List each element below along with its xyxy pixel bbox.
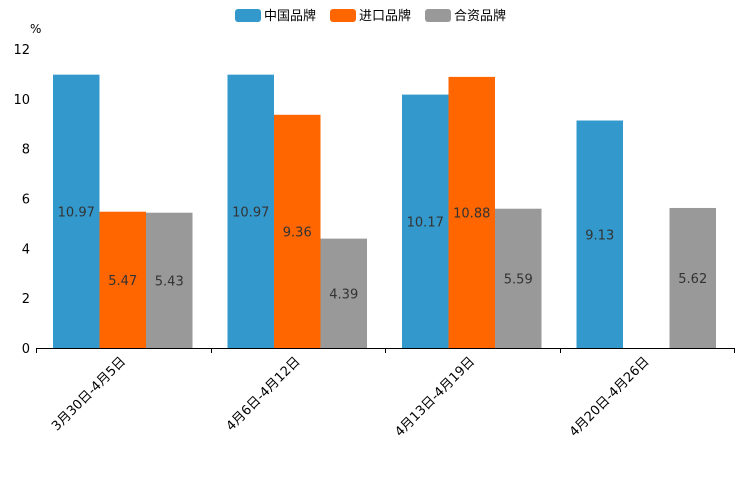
data-label: 9.13	[585, 228, 614, 243]
x-axis: 3月30日-4月5日 4月6日-4月12日 4月13日-4月19日 4月20日-4月2…	[36, 348, 735, 440]
data-label: 10.97	[58, 205, 95, 220]
legend-swatch-1	[235, 9, 261, 22]
legend: 中国品牌 进口品牌 合资品牌	[235, 8, 506, 24]
data-label: 5.59	[504, 272, 533, 287]
x-category-label: 4月13日-4月19日	[392, 354, 478, 440]
y-tick-label: 12	[13, 43, 30, 58]
data-label: 5.43	[155, 274, 184, 289]
bar	[146, 212, 193, 348]
y-tick-label: 4	[22, 242, 30, 257]
legend-swatch-2	[330, 9, 356, 22]
data-label: 9.36	[283, 225, 312, 240]
y-tick-label: 10	[13, 93, 30, 108]
bar	[320, 238, 367, 348]
legend-swatch-3	[425, 9, 451, 22]
data-label: 5.47	[108, 274, 137, 289]
bars: 10.97 5.47 5.43 10.97 9.36 4.39 10.17 10.88 5.59…	[53, 74, 716, 348]
data-label: 10.97	[232, 205, 269, 220]
bar	[99, 211, 146, 348]
y-axis: 0 2 4 6 8 10 12	[13, 43, 30, 357]
data-label: 4.39	[329, 287, 358, 302]
y-tick-label: 6	[22, 193, 30, 208]
y-tick-label: 0	[22, 342, 30, 357]
data-label: 10.88	[453, 206, 490, 221]
data-label: 5.62	[678, 272, 707, 287]
x-category-label: 3月30日-4月5日	[49, 354, 129, 434]
y-tick-label: 8	[22, 143, 30, 158]
bar	[274, 114, 321, 348]
bar	[227, 74, 274, 348]
legend-label-2: 进口品牌	[359, 8, 411, 24]
bar	[576, 120, 623, 348]
y-axis-unit-label: %	[30, 22, 41, 36]
legend-label-1: 中国品牌	[264, 8, 316, 24]
y-tick-label: 2	[22, 292, 30, 307]
x-category-label: 4月6日-4月12日	[224, 354, 304, 434]
legend-label-3: 合资品牌	[454, 8, 506, 24]
bar	[402, 94, 449, 348]
x-category-label: 4月20日-4月26日	[567, 354, 653, 440]
bar	[495, 208, 542, 348]
data-label: 10.17	[407, 215, 444, 230]
bar	[448, 76, 495, 348]
bar	[669, 207, 716, 348]
bar	[53, 74, 100, 348]
